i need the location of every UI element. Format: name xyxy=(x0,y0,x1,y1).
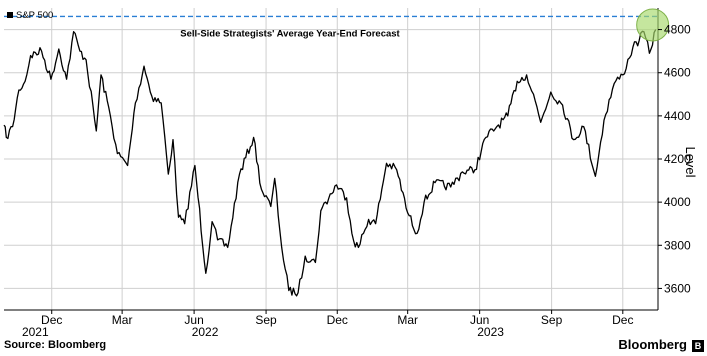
grid xyxy=(4,8,659,311)
x-tick-label-4: Dec xyxy=(327,313,348,327)
y-tick-label-4: 4400 xyxy=(664,109,691,123)
x-tick-label-3: Sep xyxy=(255,313,277,327)
x-tick-label-1: Mar xyxy=(112,313,133,327)
brand-logo-icon: B xyxy=(692,340,704,352)
x-tick-label-5: Mar xyxy=(397,313,418,327)
y-tick-label-0: 3600 xyxy=(664,281,691,295)
legend-swatch xyxy=(7,12,13,18)
x-tick-label-0: Dec xyxy=(41,313,62,327)
brand-name: Bloomberg xyxy=(618,337,687,352)
x-year-label-0: 2021 xyxy=(22,325,49,339)
y-tick-label-6: 4800 xyxy=(664,23,691,37)
legend: S&P 500 xyxy=(7,10,53,21)
x-year-label-2: 2023 xyxy=(477,325,504,339)
y-tick-label-5: 4600 xyxy=(664,66,691,80)
reference-label: Sell-Side Strategists' Average Year-End … xyxy=(180,28,400,39)
series-layer xyxy=(3,29,657,297)
legend-label: S&P 500 xyxy=(16,10,53,21)
x-year-label-1: 2022 xyxy=(192,325,219,339)
y-tick-label-1: 3800 xyxy=(664,238,691,252)
y-tick-label-2: 4000 xyxy=(664,195,691,209)
x-tick-label-8: Dec xyxy=(612,313,633,327)
y-ticks: 3600 3800 4000 4200 4400 4600 4800 xyxy=(658,23,691,295)
series-line-0 xyxy=(3,29,657,297)
highlight-circle xyxy=(636,8,670,42)
source-note: Source: Bloomberg xyxy=(4,339,107,351)
x-tick-label-7: Sep xyxy=(541,313,563,327)
x-tick-label-2: Jun xyxy=(184,313,203,327)
y-tick-label-3: 4200 xyxy=(664,152,691,166)
x-tick-label-6: Jun xyxy=(470,313,489,327)
y-axis-label: Level xyxy=(683,146,698,177)
